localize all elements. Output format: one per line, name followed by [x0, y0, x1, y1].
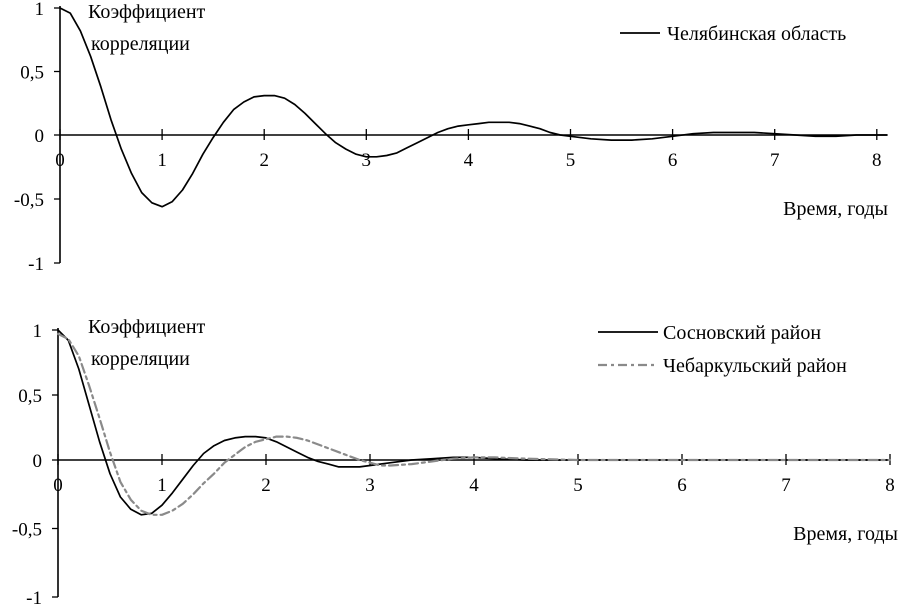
- x-axis-title: Время, годы: [783, 198, 888, 220]
- y-axis-title-line: корреляции: [91, 33, 190, 55]
- y-tick-label: -1: [26, 588, 42, 606]
- y-tick-label: 0: [35, 126, 45, 147]
- x-tick-label: 4: [469, 475, 479, 496]
- y-axis-title-line: Коэффициент: [88, 316, 206, 338]
- x-tick-label: 4: [464, 150, 474, 171]
- y-tick-label: -1: [28, 254, 44, 275]
- y-tick-label: 0,5: [20, 63, 44, 84]
- x-tick-label: 7: [781, 475, 791, 496]
- y-tick-label: 1: [33, 321, 43, 342]
- x-tick-label: 6: [668, 150, 678, 171]
- x-tick-label: 6: [677, 475, 687, 496]
- y-axis-title-line: корреляции: [91, 348, 190, 370]
- x-tick-label: 5: [566, 150, 576, 171]
- y-tick-label: -0,5: [12, 520, 42, 541]
- y-tick-label: -0,5: [14, 190, 44, 211]
- series-line-2: [56, 332, 892, 516]
- y-axis-title-line: Коэффициент: [88, 1, 206, 23]
- y-tick-label: 0,5: [18, 386, 42, 407]
- legend-label: Сосновский район: [663, 322, 821, 344]
- x-axis-title: Время, годы: [793, 523, 898, 545]
- legend-label: Чебаркульский район: [663, 355, 847, 377]
- x-tick-label: 7: [770, 150, 780, 171]
- x-tick-label: 8: [872, 150, 882, 171]
- x-tick-label: 1: [157, 475, 167, 496]
- series-line-1: [59, 7, 888, 208]
- x-tick-label: 3: [362, 150, 372, 171]
- y-tick-label: 1: [35, 0, 45, 20]
- legend-label: Челябинская область: [667, 23, 846, 45]
- x-tick-label: 2: [261, 475, 271, 496]
- x-tick-label: 3: [365, 475, 375, 496]
- chart-panel-1: 1 0,5 0 -0,5 -1 0 1 2 3 4 5 6 7 8 Коэффициент корреляци…: [14, 0, 888, 275]
- x-tick-label: 2: [259, 150, 269, 171]
- x-tick-label: 5: [573, 475, 583, 496]
- x-tick-label: 0: [55, 150, 65, 171]
- x-tick-label: 0: [53, 475, 63, 496]
- x-tick-label: 1: [157, 150, 167, 171]
- x-tick-label: 8: [885, 475, 895, 496]
- y-tick-label: 0: [33, 451, 43, 472]
- chart-panel-2: 1 0,5 0 -0,5 -1 0 1 2 3 4 5 6 7 8 Коэффициент корреляци…: [12, 316, 898, 606]
